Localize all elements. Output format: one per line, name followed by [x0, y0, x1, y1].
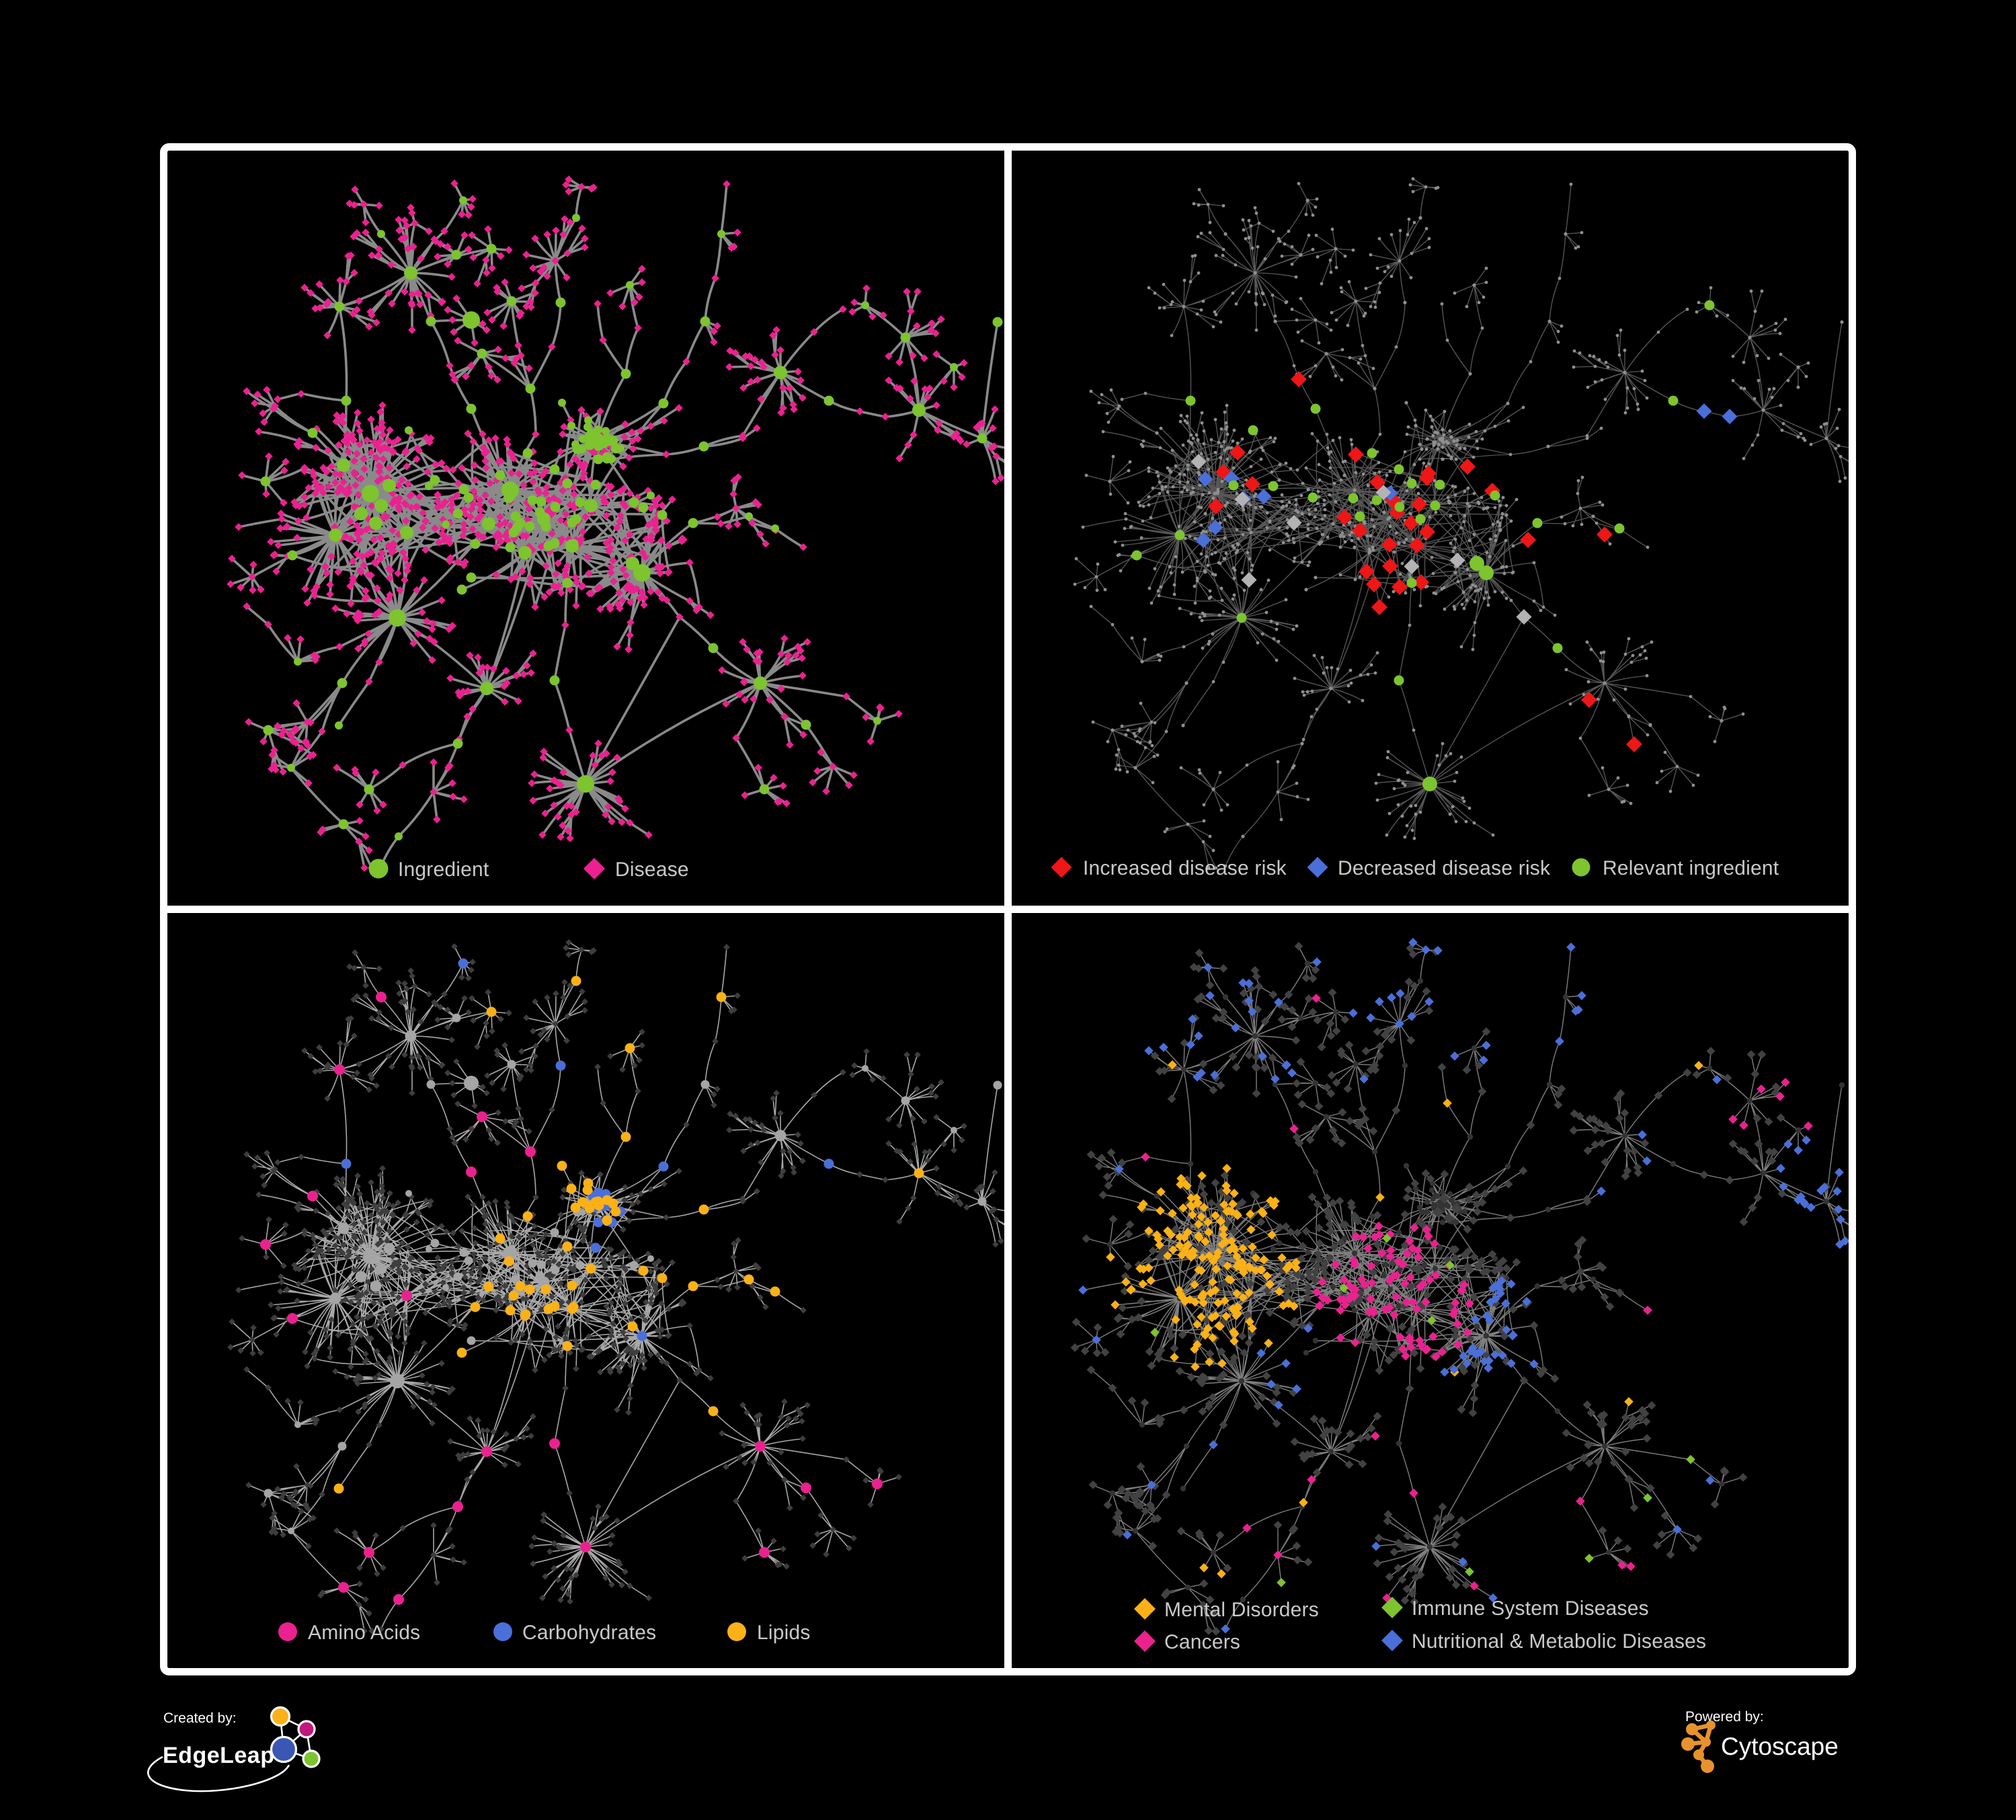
svg-text:Powered by:: Powered by: [1685, 1709, 1764, 1725]
svg-text:Cytoscape: Cytoscape [1721, 1733, 1839, 1760]
svg-text:Carbohydrates: Carbohydrates [522, 1622, 656, 1644]
svg-text:Decreased disease risk: Decreased disease risk [1338, 857, 1551, 879]
svg-text:EdgeLeap: EdgeLeap [163, 1743, 274, 1768]
svg-text:Ingredient: Ingredient [398, 859, 489, 881]
svg-text:Amino Acids: Amino Acids [308, 1622, 420, 1644]
svg-text:Disease: Disease [615, 859, 689, 881]
svg-text:Increased disease risk: Increased disease risk [1083, 857, 1287, 879]
svg-text:Cancers: Cancers [1164, 1631, 1240, 1653]
svg-text:Lipids: Lipids [757, 1622, 811, 1644]
svg-text:Immune System Diseases: Immune System Diseases [1412, 1597, 1649, 1620]
svg-text:Relevant ingredient: Relevant ingredient [1603, 857, 1779, 879]
svg-text:Nutritional & Metabolic Diseas: Nutritional & Metabolic Diseases [1412, 1630, 1706, 1653]
svg-text:Created by:: Created by: [163, 1710, 237, 1726]
svg-text:Mental Disorders: Mental Disorders [1164, 1599, 1319, 1621]
